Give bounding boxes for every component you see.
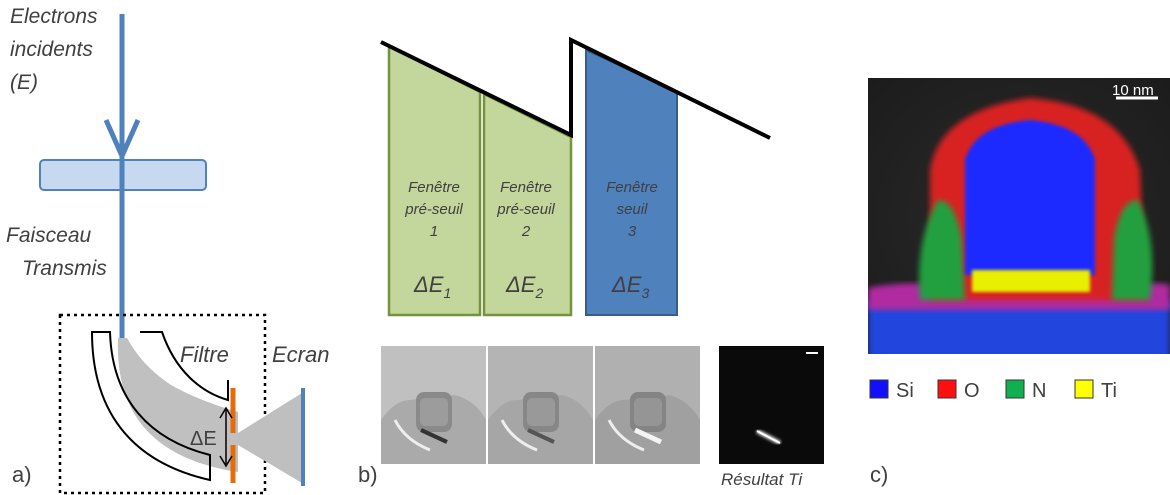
filter-box <box>58 313 267 495</box>
legend-swatch-n <box>1005 379 1025 399</box>
delta-e-label: ΔE <box>190 428 217 450</box>
window-1-line-2: pré-seuil <box>404 201 463 218</box>
incident-label-1: Electrons <box>10 5 98 28</box>
chemical-map: 10 nm <box>868 78 1170 354</box>
result-caption: Résultat Ti <box>721 470 803 489</box>
beam-to-screen <box>238 393 302 483</box>
legend-swatch-ti <box>1074 379 1094 399</box>
window-3-line-1: Fenêtre <box>606 179 658 196</box>
panel-c: 10 nm Si O N Ti c) <box>868 78 1170 487</box>
result-ti-image <box>719 346 824 464</box>
filter-label: Filtre <box>180 342 229 367</box>
legend-swatch-o <box>937 379 957 399</box>
incident-label-2: incidents <box>10 38 93 61</box>
prism-outer <box>140 331 229 402</box>
window-1-line-1: Fenêtre <box>408 179 460 196</box>
window-3-line-2: seuil <box>617 201 649 218</box>
eftem-image-1 <box>381 346 486 464</box>
transmitted-label-2: Transmis <box>22 257 107 280</box>
legend-label-si: Si <box>896 380 914 402</box>
scale-bar-label: 10 nm <box>1112 82 1154 99</box>
eftem-image-2 <box>488 346 593 464</box>
delta-e-arrow-down-icon <box>219 455 233 468</box>
panel-a-label: a) <box>12 462 32 487</box>
eftem-image-3 <box>595 346 700 464</box>
legend-label-n: N <box>1032 380 1046 402</box>
legend: Si O N Ti <box>869 379 1117 402</box>
window-2-delta: ΔE2 <box>505 272 543 301</box>
panel-b: Fenêtre pré-seuil 1 Fenêtre pré-seuil 2 … <box>358 36 824 489</box>
legend-label-o: O <box>964 380 980 402</box>
window-1-line-3: 1 <box>430 223 438 240</box>
incident-label-3: (E) <box>10 71 38 94</box>
window-2-line-3: 2 <box>521 223 531 240</box>
window-3-delta: ΔE3 <box>611 272 649 301</box>
window-2-line-2: pré-seuil <box>496 201 555 218</box>
panel-c-label: c) <box>870 462 888 487</box>
panel-a: Electrons incidents (E) Faisceau Transmi… <box>6 5 329 495</box>
transmitted-label-1: Faisceau <box>6 224 92 247</box>
screen-label: Ecran <box>272 342 329 367</box>
legend-label-ti: Ti <box>1101 380 1117 402</box>
prism-inner <box>90 331 211 482</box>
beam-fan <box>118 338 238 470</box>
window-1-delta: ΔE1 <box>413 272 451 301</box>
delta-e-arrow-up-icon <box>219 406 233 419</box>
spectrum-line <box>380 36 771 140</box>
panel-b-label: b) <box>358 462 378 487</box>
window-2-line-1: Fenêtre <box>500 179 552 196</box>
window-3-line-3: 3 <box>628 223 637 240</box>
legend-swatch-si <box>869 379 889 399</box>
